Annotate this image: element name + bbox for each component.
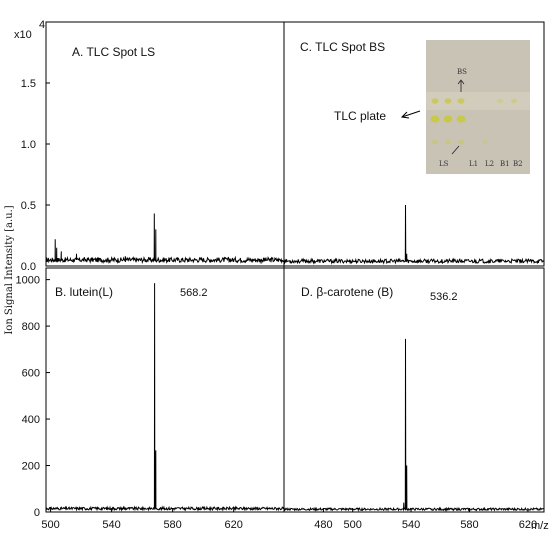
panel-b-xtick-label: 620	[224, 519, 242, 531]
tlc-label-l1: L1	[469, 160, 478, 168]
tlc-spot	[445, 139, 451, 145]
tlc-ls-arrow	[451, 145, 460, 155]
panel-a-spectrum	[45, 213, 284, 265]
tlc-plate-band	[426, 92, 530, 110]
panel-a-yticks: 0.0 0.5 1.0 1.5	[21, 78, 50, 273]
plot-frame-bottom	[45, 267, 545, 513]
panel-a-ytick-label: 1.0	[21, 139, 36, 151]
scale-factor: x10	[14, 29, 32, 41]
panel-c-spectrum	[283, 204, 545, 265]
panel-b-ytick-label: 400	[22, 414, 40, 426]
panel-b-ytick-label: 0	[34, 507, 40, 519]
tlc-spot	[431, 98, 439, 104]
tlc-spot	[443, 115, 453, 123]
panel-b-ytick-label: 1000	[16, 275, 40, 287]
panel-b-xtick-label: 500	[41, 519, 59, 531]
panel-a-ytick-label: 1.5	[21, 78, 36, 90]
tlc-spot	[444, 98, 452, 104]
tlc-caption-arrow	[401, 110, 421, 118]
panel-a-ytick-label: 0.5	[21, 200, 36, 212]
tlc-caption-arrowhead	[400, 111, 410, 119]
panel-b-xtick-label: 540	[102, 519, 120, 531]
panel-a-title: A. TLC Spot LS	[72, 45, 155, 59]
tlc-label-b2: B2	[513, 160, 523, 168]
panel-b: B. lutein(L) 568.2 0 200 400 600 800 1000 500…	[16, 275, 284, 531]
tlc-label-bs: BS	[457, 68, 467, 76]
x-unit-label: m/z	[531, 520, 549, 532]
panel-d-xtick-label: 480	[314, 519, 332, 531]
panel-a-ytick-label: 0.0	[21, 261, 36, 273]
scale-exponent: 4	[39, 19, 45, 31]
tlc-spots	[430, 98, 517, 145]
tlc-spot	[430, 115, 440, 123]
tlc-label-l2: L2	[485, 160, 494, 168]
tlc-inset: TLC plate BS LS L1 L2 B1 B2	[334, 40, 530, 174]
panel-d-peak-label: 536.2	[430, 291, 458, 303]
panel-c-title: C. TLC Spot BS	[300, 40, 385, 54]
panel-b-xticks: 500 540 580 620	[41, 508, 243, 531]
panel-d-xtick-label: 500	[343, 519, 361, 531]
panel-d-title: D. β-carotene (B)	[301, 285, 393, 299]
panel-b-ytick-label: 200	[22, 461, 40, 473]
panel-d: D. β-carotene (B) 536.2 480 500 540 580 620	[283, 285, 545, 531]
panel-b-spectrum	[45, 283, 284, 512]
panel-d-xtick-label: 620	[519, 519, 537, 531]
panel-d-xticks: 480 500 540 580 620	[314, 508, 537, 531]
tlc-plate-caption: TLC plate	[334, 109, 386, 123]
tlc-label-ls: LS	[439, 160, 449, 168]
panel-d-spectrum	[283, 338, 545, 512]
panel-b-yticks: 0 200 400 600 800 1000	[16, 275, 50, 519]
panel-b-ytick-label: 800	[22, 321, 40, 333]
tlc-label-b1: B1	[500, 160, 510, 168]
panel-d-xtick-label: 540	[402, 519, 420, 531]
panel-b-xtick-label: 580	[163, 519, 181, 531]
tlc-spot	[432, 139, 438, 145]
tlc-spot	[458, 139, 464, 145]
tlc-bs-arrowhead	[457, 79, 465, 85]
panel-b-ytick-label: 600	[22, 368, 40, 380]
panel-d-xtick-label: 580	[460, 519, 478, 531]
panel-b-title: B. lutein(L)	[55, 285, 113, 299]
panel-a: A. TLC Spot LS 0.0 0.5 1.0 1.5	[21, 45, 284, 273]
tlc-spot	[482, 140, 488, 144]
tlc-spot	[456, 115, 466, 123]
tlc-spot	[497, 98, 503, 104]
panel-b-peak-label: 568.2	[180, 287, 208, 299]
tlc-spot	[511, 98, 517, 104]
y-axis-label: Ion Signal Intensity [a.u.]	[4, 205, 15, 334]
tlc-spot	[457, 98, 465, 104]
panel-c: C. TLC Spot BS	[283, 40, 545, 265]
